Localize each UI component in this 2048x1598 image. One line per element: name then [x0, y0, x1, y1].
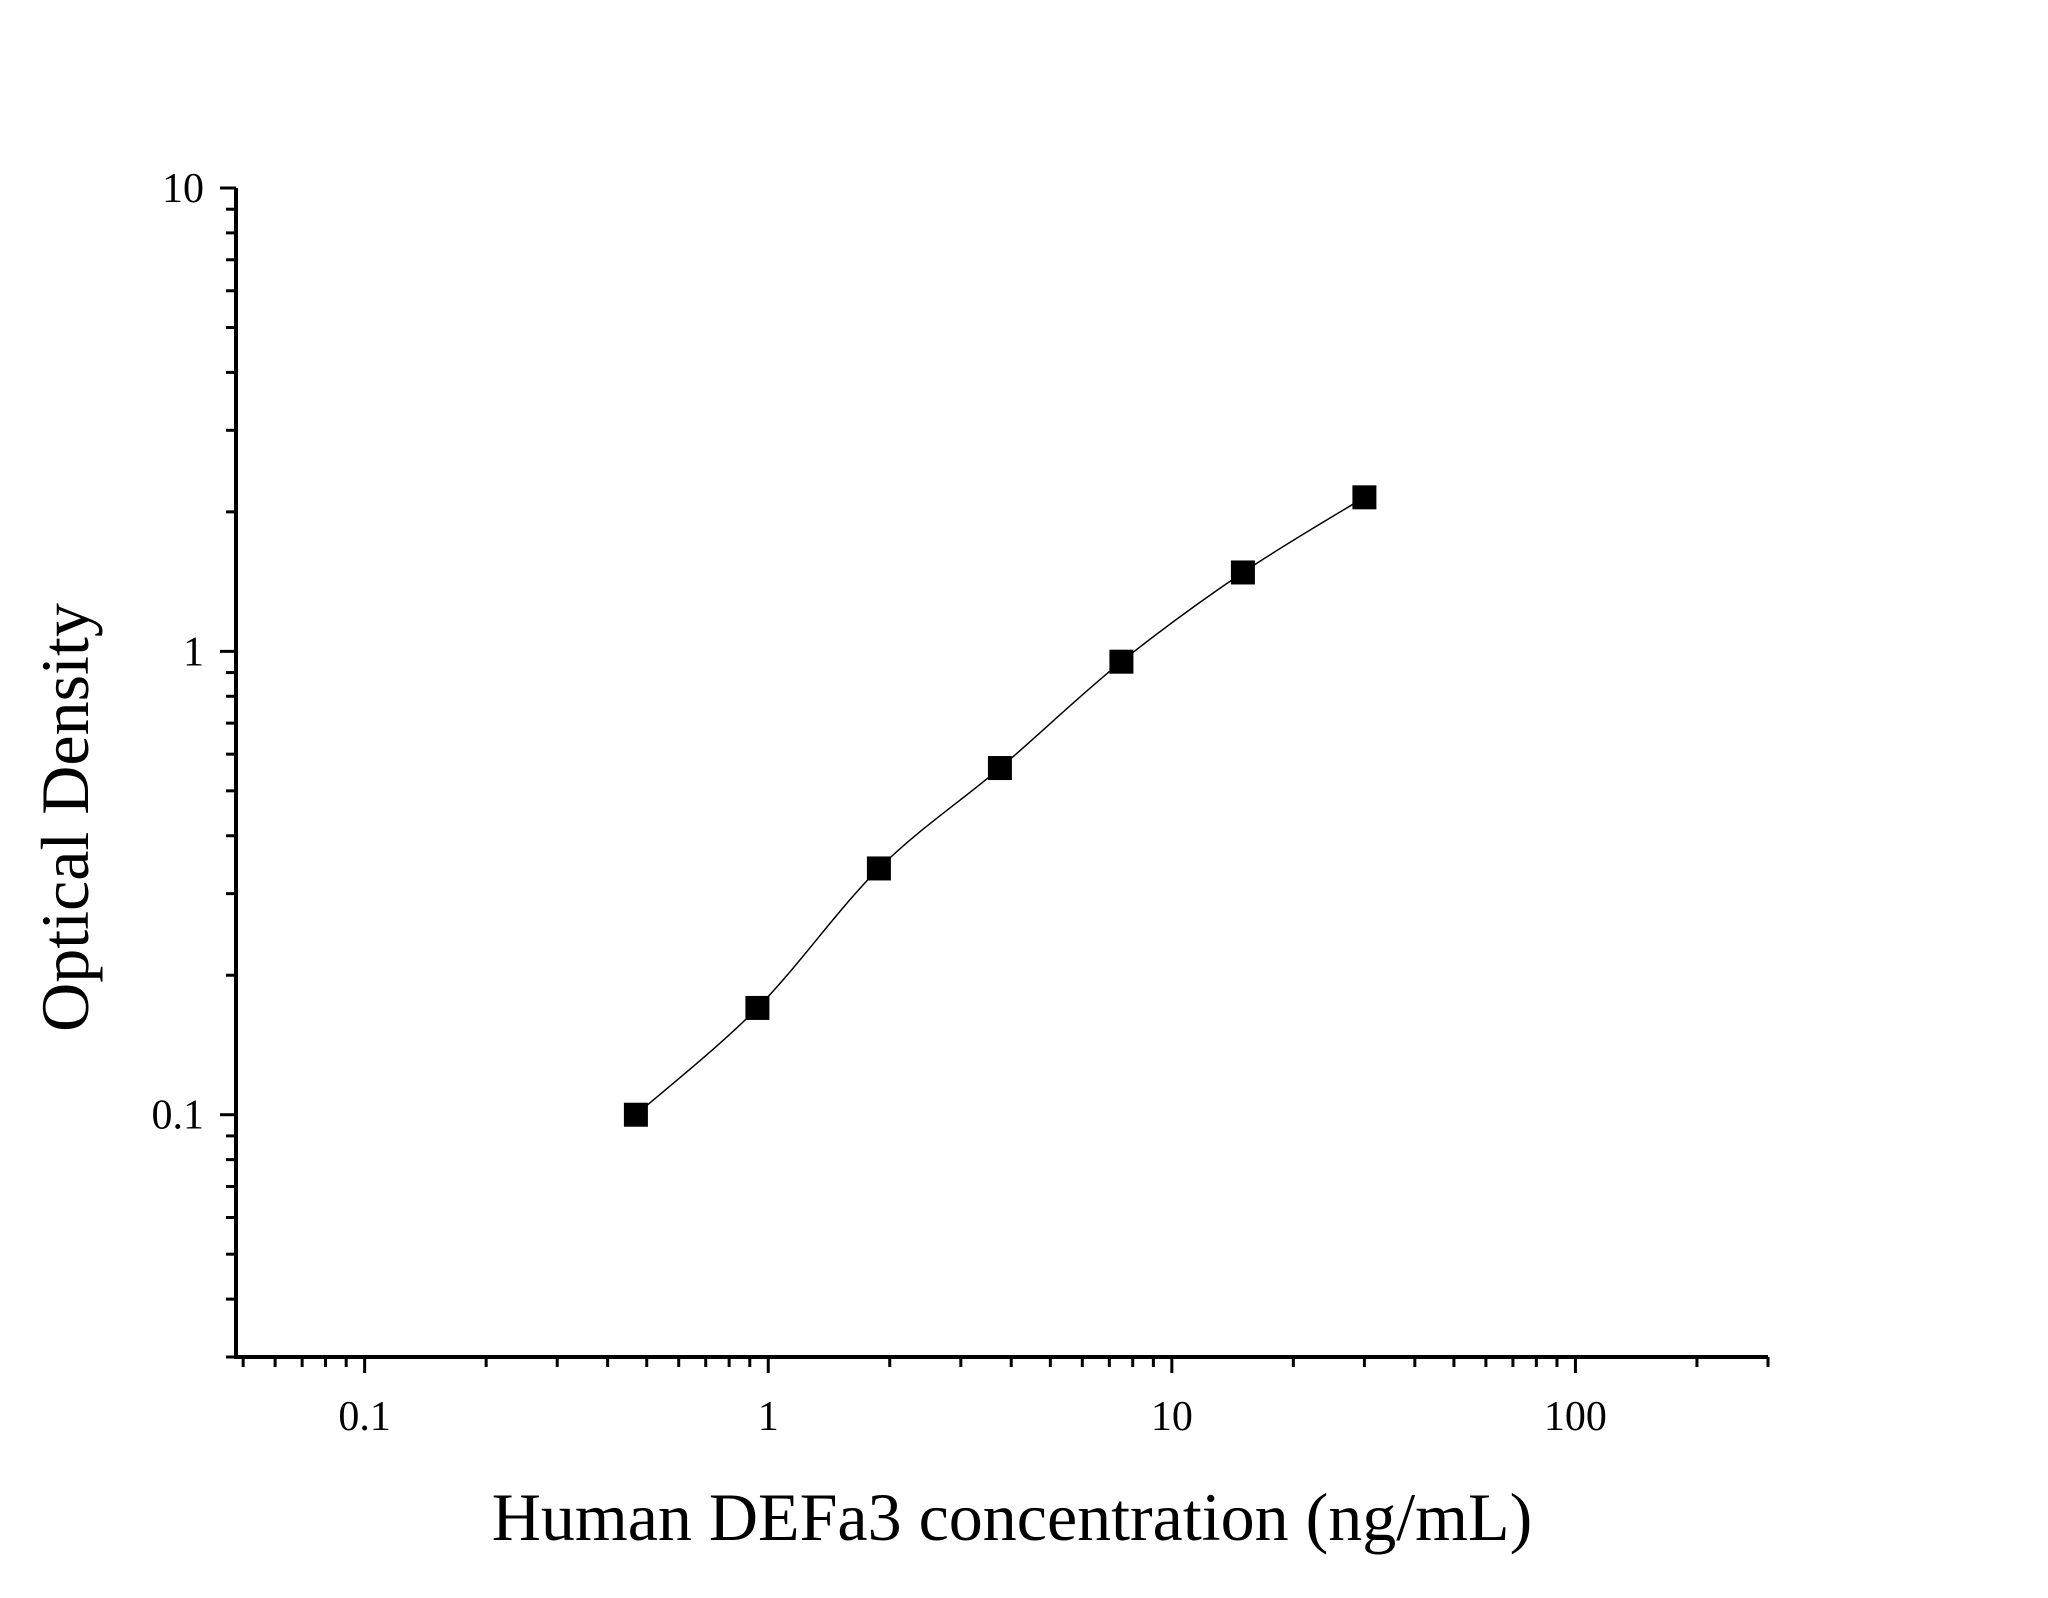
- x-tick-label: 1: [758, 1394, 779, 1440]
- fit-curve: [635, 496, 1365, 1116]
- major-ticks: [220, 186, 1577, 1373]
- y-tick-label: 0.1: [152, 1093, 205, 1139]
- x-axis-title: Human DEFa3 concentration (ng/mL): [492, 1479, 1533, 1555]
- y-tick-labels: 0.1 1 10: [152, 166, 205, 1139]
- data-point: [1109, 649, 1134, 674]
- minor-ticks: [226, 207, 1770, 1367]
- data-point: [1230, 560, 1255, 585]
- y-tick-label: 1: [183, 629, 204, 675]
- x-tick-label: 100: [1544, 1394, 1607, 1440]
- x-tick-label: 0.1: [338, 1394, 391, 1440]
- data-points: [623, 485, 1377, 1127]
- data-point: [745, 995, 770, 1020]
- data-point: [1352, 485, 1377, 510]
- y-axis-title: Optical Density: [27, 603, 103, 1032]
- data-point: [866, 856, 891, 881]
- x-tick-label: 10: [1151, 1394, 1193, 1440]
- data-point: [623, 1102, 648, 1127]
- data-point: [987, 756, 1012, 781]
- x-tick-labels: 0.1 1 10 100: [338, 1394, 1607, 1440]
- y-tick-label: 10: [162, 166, 204, 212]
